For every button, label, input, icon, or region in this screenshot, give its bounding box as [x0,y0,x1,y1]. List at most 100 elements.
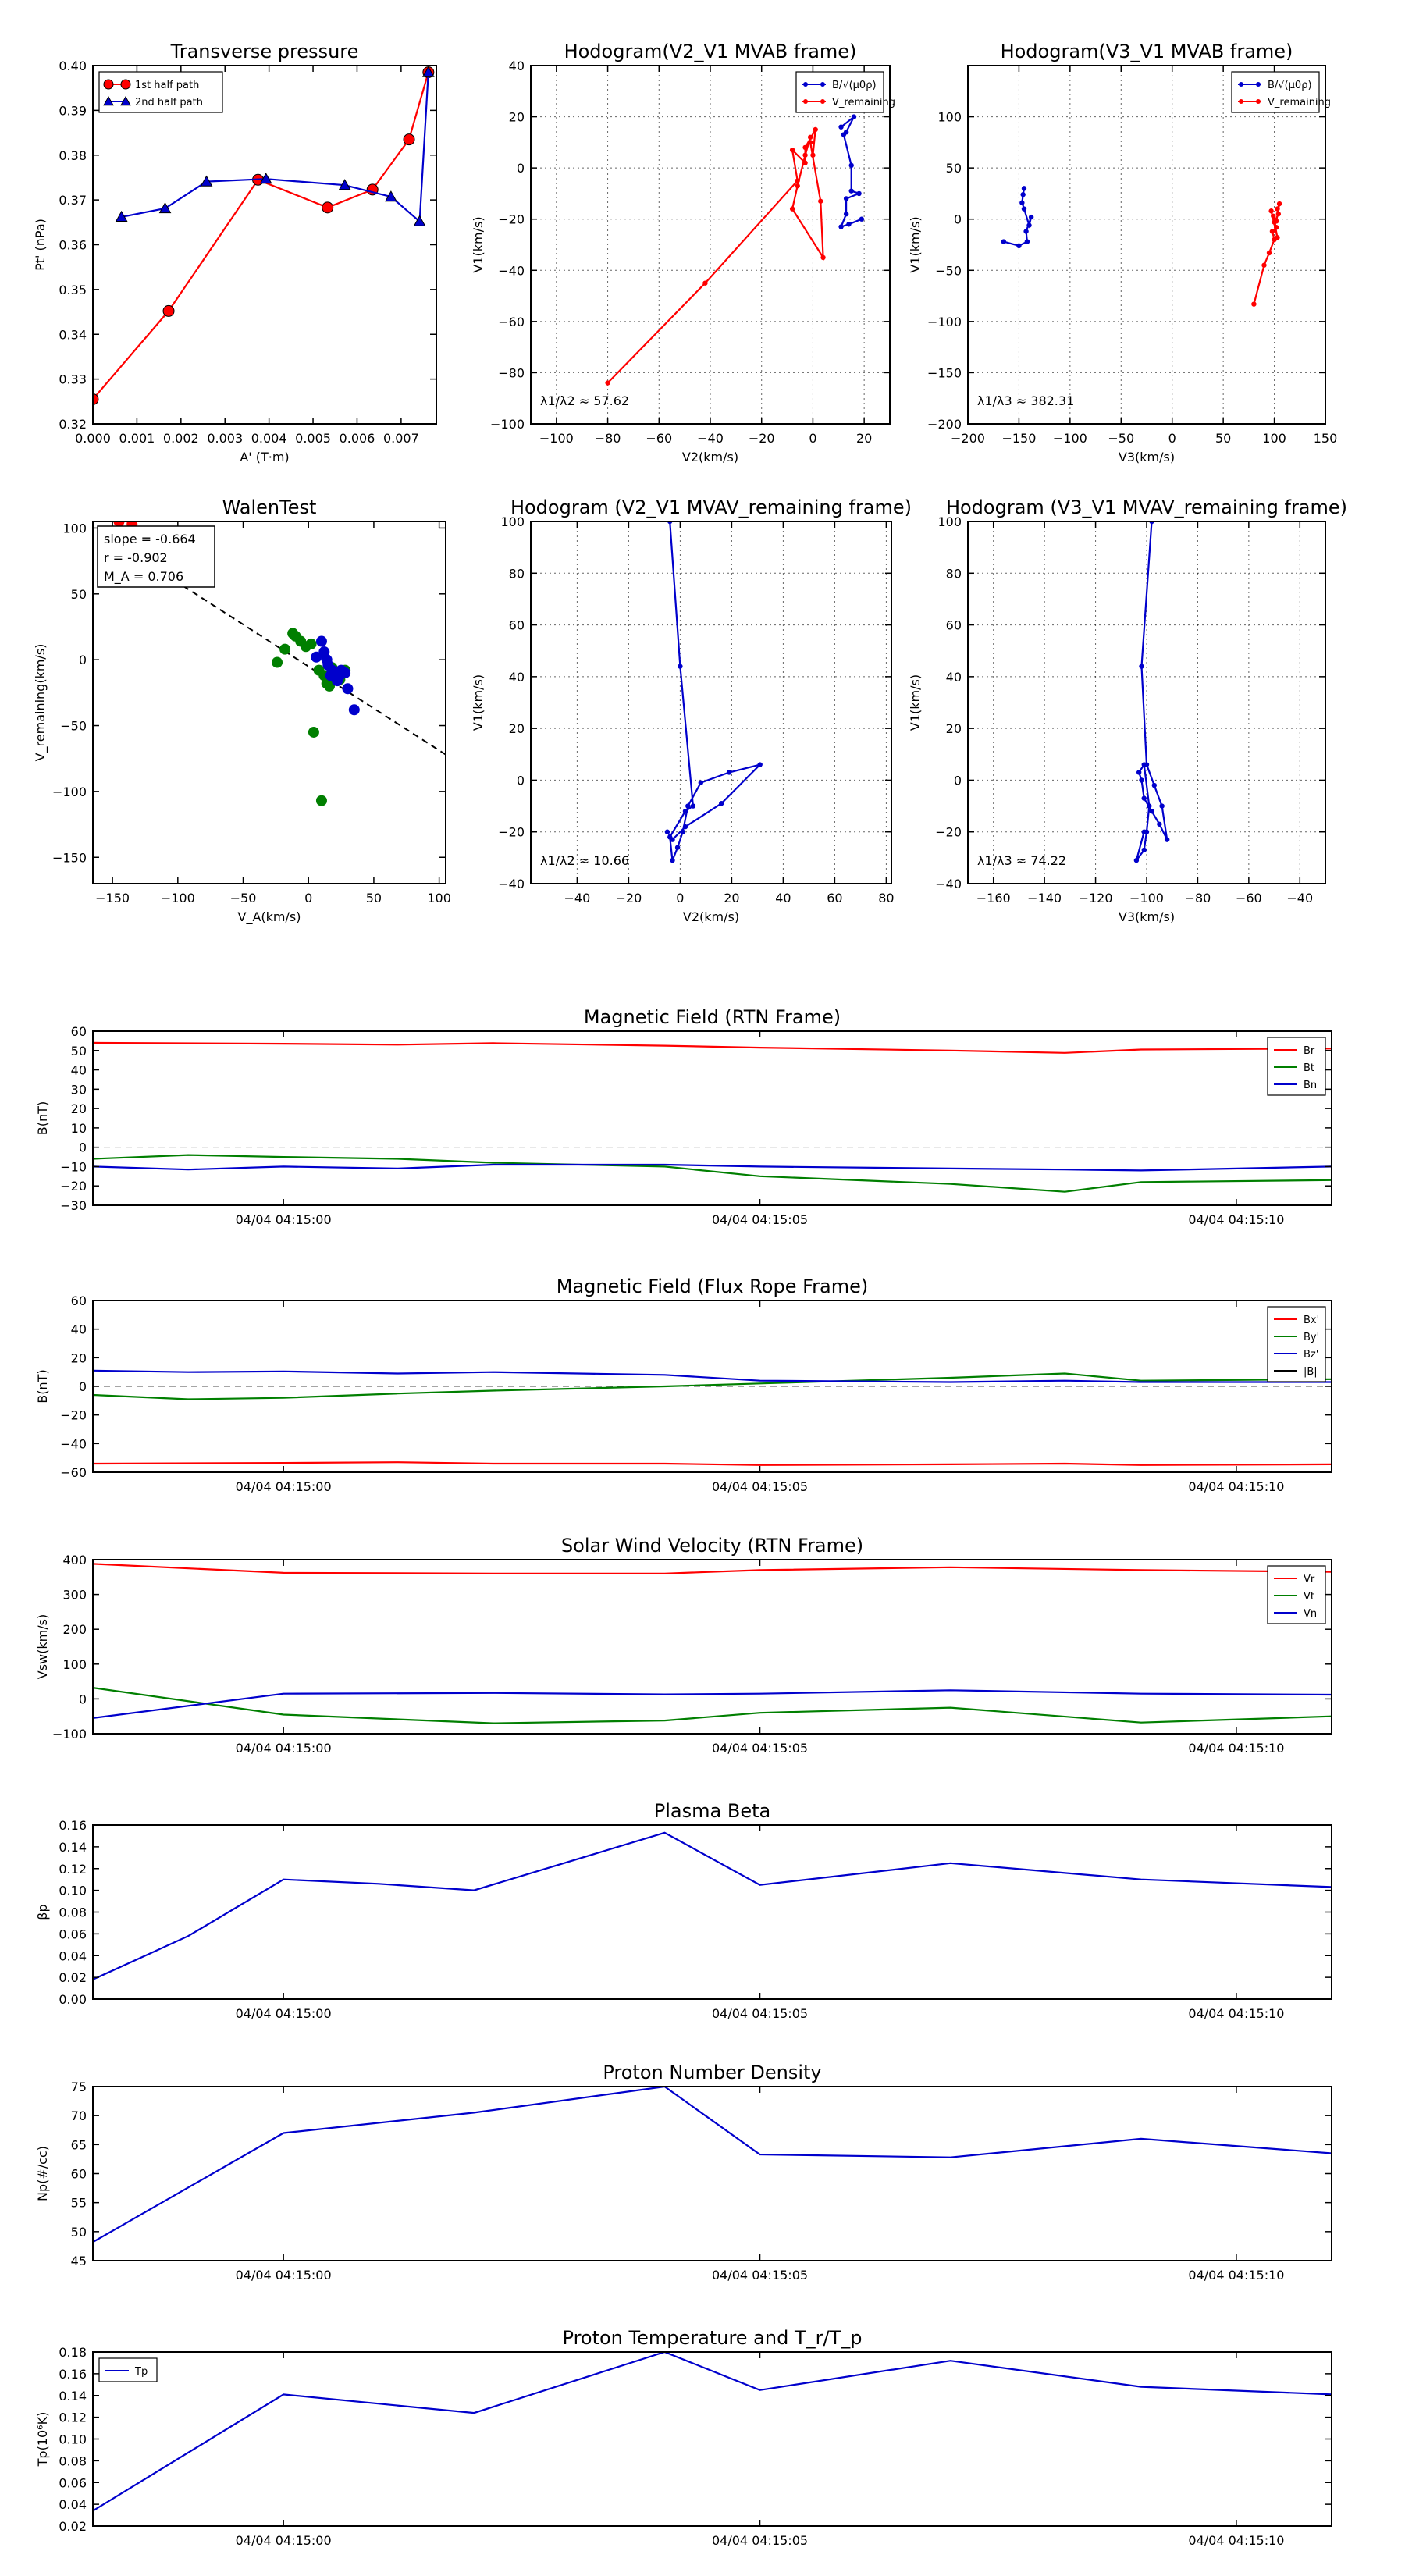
x-tick-label: 150 [1314,431,1338,446]
legend-label: |B| [1304,1366,1318,1378]
plot-area [1133,521,1170,863]
series-path [1133,521,1170,863]
data-point [726,770,732,775]
hodogram_v3v1_remaining-chart: Hodogram (V3_V1 MVAV_remaining frame) −16… [908,496,1347,924]
x-tick-label: −40 [564,891,591,906]
x-tick-label: 100 [427,891,451,906]
y-tick-label: 0 [517,161,525,176]
y-tick-label: 0.16 [59,2367,87,2382]
data-point [1021,186,1027,191]
y-tick-label: 0.37 [59,193,87,208]
y-tick-label: 0.18 [59,2345,87,2360]
series-By' [93,1372,1332,1400]
y-tick-label: −100 [490,417,525,432]
data-point [279,643,291,655]
x-tick-label: 0.006 [340,431,375,446]
data-point [93,393,99,405]
hodogram_v2v1-chart: Hodogram(V2_V1 MVAB frame) −100 −80 −60 −40 −… [471,41,895,464]
data-point [818,198,823,204]
data-point [1273,225,1279,230]
x-tick-label: 60 [827,891,842,906]
series-2nd half path [115,66,435,226]
data-point [308,726,319,738]
y-tick-label: 50 [71,2225,87,2240]
legend: Vr Vt Vn [1267,1565,1326,1624]
data-point [838,124,844,130]
x-tick-label: −100 [539,431,574,446]
x-tick-label: −100 [1129,891,1164,906]
chart-title: Magnetic Field (RTN Frame) [584,1006,841,1028]
y-tick-label: 10 [71,1121,87,1136]
x-tick-label: 04/04 04:15:05 [712,2006,808,2021]
series-line [93,1369,1332,1383]
plot-frame [92,1824,1332,2000]
x-axis-label: V2(km/s) [682,450,738,464]
y-tick-label: 65 [71,2137,87,2152]
data-point [841,132,847,137]
data-point [1141,847,1147,853]
legend-label: Bx' [1304,1315,1319,1326]
y-axis-label: Pt' (nPa) [33,219,48,271]
series-Vt [93,1687,1332,1724]
x-tick-label: −20 [749,431,775,446]
data-point [838,224,844,229]
y-tick-label: 400 [62,1553,87,1567]
chart-title: Hodogram(V3_V1 MVAB frame) [1001,41,1293,62]
data-point [162,304,175,317]
x-tick-label: 50 [366,891,382,906]
x-tick-label: 04/04 04:15:10 [1188,2533,1284,2548]
data-point [690,803,696,809]
x-tick-label: 04/04 04:15:00 [236,2006,332,2021]
legend-label: Tp [134,2366,148,2378]
legend-marker [820,99,825,104]
y-tick-label: 40 [509,59,525,73]
legend: Tp [98,2357,158,2382]
series-βp [93,1831,1332,1980]
y-tick-label: 0.34 [59,327,87,342]
data-point [1164,837,1170,842]
y-tick-label: 50 [71,587,87,602]
legend-label: 2nd half path [135,97,203,109]
data-point [324,680,336,692]
walen_test-chart: WalenTest −150 −100 −50 0 50 100 −150 −100 −50 0 50… [33,496,451,925]
legend-label: Bz' [1304,1349,1318,1361]
legend-marker [1239,99,1243,104]
series-blue [311,635,360,716]
y-tick-label: 0.12 [59,1862,87,1877]
proton_density-chart: Proton Number Density 04/04 04:15:00 04/04… [35,2062,1332,2282]
series-line [93,72,429,400]
data-point [1001,239,1007,244]
x-tick-label: −120 [1079,891,1113,906]
plot-area [664,521,763,863]
y-tick-label: −20 [60,1408,87,1423]
data-point [158,201,172,214]
legend-marker [120,79,131,90]
x-tick-label: −160 [976,891,1011,906]
x-tick-label: 04/04 04:15:00 [236,1479,332,1494]
series-line [93,1563,1332,1574]
series-Bt [93,1154,1332,1193]
stats-line: r = -0.902 [104,550,168,565]
data-point [113,521,125,527]
series-line [1253,203,1281,304]
plot-area [93,66,435,405]
legend-label: V_remaining [1268,97,1331,109]
plot-area [93,1369,1332,1466]
x-tick-label: 80 [878,891,894,906]
series-line [93,1372,1332,1400]
legend-label: 1st half path [135,80,199,91]
chart-title: Hodogram(V2_V1 MVAB frame) [564,41,857,62]
data-point [1019,200,1025,205]
y-tick-label: 0.06 [59,2475,87,2490]
data-point [1275,211,1282,217]
plot-frame [92,2086,1332,2261]
y-axis-label: B(nT) [35,1101,50,1135]
y-tick-label: 45 [71,2254,87,2268]
data-point [670,837,675,842]
x-tick-label: −60 [646,431,672,446]
y-tick-label: 0.16 [59,1818,87,1833]
plot-area [93,1041,1332,1193]
legend-marker [103,79,114,90]
y-tick-label: −150 [52,850,87,865]
data-point [338,179,351,190]
